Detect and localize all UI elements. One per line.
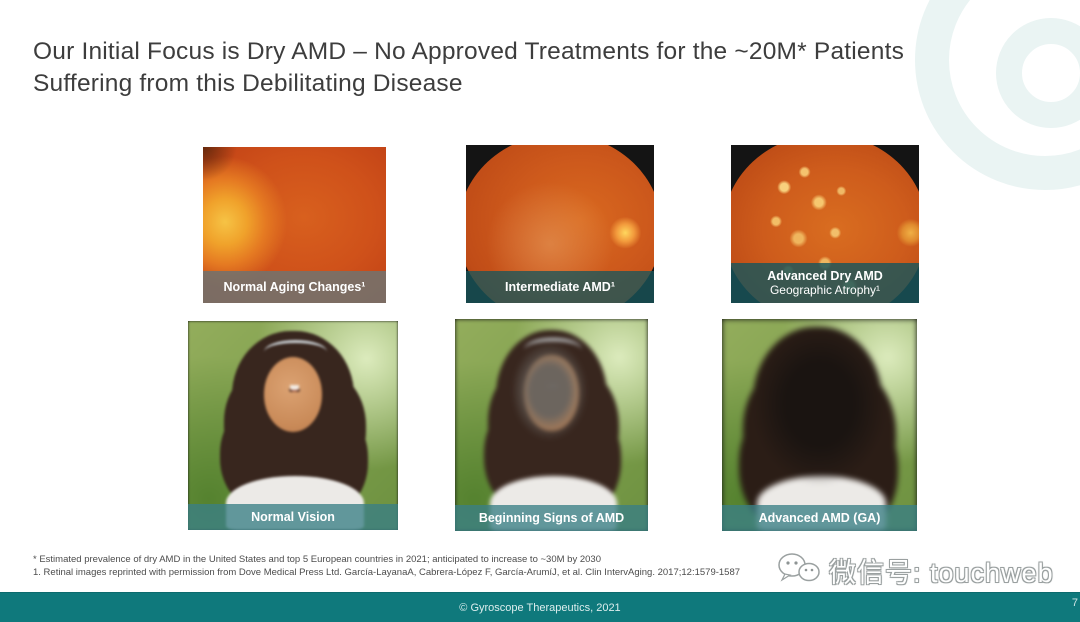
footnotes: * Estimated prevalence of dry AMD in the… xyxy=(33,554,793,579)
headband-art xyxy=(263,339,327,364)
footer-bar: © Gyroscope Therapeutics, 2021 7 xyxy=(0,592,1080,622)
page-number: 7 xyxy=(1071,597,1078,609)
vision-photo-normal: Normal Vision xyxy=(188,321,398,530)
wechat-icon xyxy=(778,553,820,582)
central-vision-loss-blur xyxy=(507,335,593,447)
central-vision-loss-dark-blob xyxy=(749,319,890,489)
watermark-text: 微信号: touchweb xyxy=(829,557,1054,588)
slide-title: Our Initial Focus is Dry AMD – No Approv… xyxy=(33,38,905,98)
image-caption: Normal Aging Changes¹ xyxy=(203,271,386,303)
caption-subtext: Geographic Atrophy¹ xyxy=(769,283,881,297)
caption-text: Normal Vision xyxy=(251,510,335,524)
caption-text: Advanced AMD (GA) xyxy=(758,511,881,525)
footnote-citation: 1. Retinal images reprinted with permiss… xyxy=(33,566,741,578)
vision-photo-beginning-amd: Beginning Signs of AMD xyxy=(455,319,648,531)
image-caption: Normal Vision xyxy=(188,504,398,530)
image-caption: Advanced AMD (GA) xyxy=(722,505,917,531)
caption-text: Advanced Dry AMD xyxy=(767,269,883,283)
image-caption: Intermediate AMD¹ xyxy=(466,271,654,303)
vision-photo-advanced-amd: Advanced AMD (GA) xyxy=(722,319,917,531)
girl-photo xyxy=(188,321,398,530)
retina-image-advanced-dry-amd: Advanced Dry AMD Geographic Atrophy¹ xyxy=(731,145,919,303)
image-caption: Advanced Dry AMD Geographic Atrophy¹ xyxy=(731,263,919,303)
footnote-prevalence: * Estimated prevalence of dry AMD in the… xyxy=(33,554,601,565)
wechat-watermark: 微信号: touchweb xyxy=(776,550,1054,590)
retina-image-normal-aging: Normal Aging Changes¹ xyxy=(203,147,386,303)
girl-photo xyxy=(455,319,648,531)
copyright-text: © Gyroscope Therapeutics, 2021 xyxy=(459,601,621,614)
caption-text: Normal Aging Changes¹ xyxy=(223,280,366,294)
retina-image-intermediate-amd: Intermediate AMD¹ xyxy=(466,145,654,303)
caption-text: Beginning Signs of AMD xyxy=(478,511,625,525)
girl-photo xyxy=(722,319,917,531)
image-caption: Beginning Signs of AMD xyxy=(455,505,648,531)
caption-text: Intermediate AMD¹ xyxy=(505,280,615,294)
face-art xyxy=(263,356,323,432)
